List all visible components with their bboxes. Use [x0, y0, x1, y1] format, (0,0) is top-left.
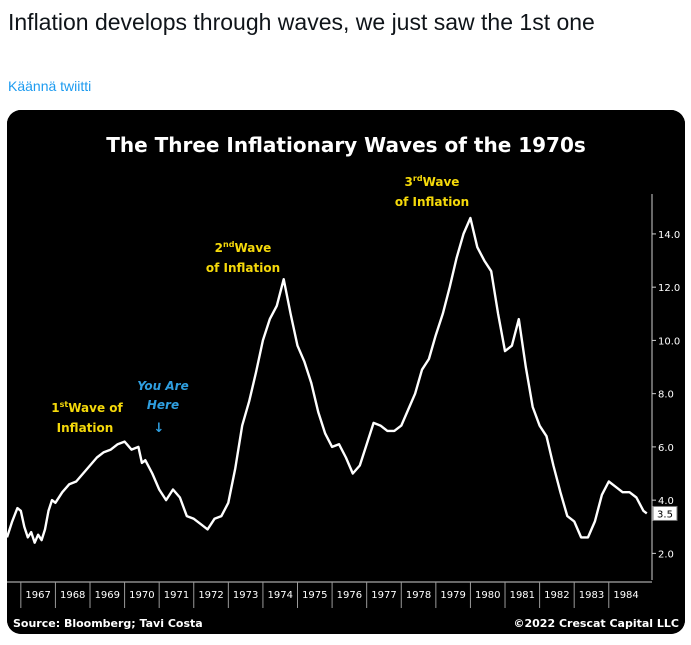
y-tick-label: 12.0 — [658, 283, 680, 294]
x-tick-label: 1976 — [337, 590, 362, 601]
chart-copyright: ©2022 Crescat Capital LLC — [514, 617, 680, 630]
y-tick-label: 6.0 — [658, 443, 674, 454]
chart-background — [7, 110, 685, 634]
x-tick-label: 1972 — [198, 590, 223, 601]
x-tick-label: 1971 — [164, 590, 189, 601]
x-tick-label: 1967 — [25, 590, 50, 601]
x-tick-label: 1978 — [406, 590, 431, 601]
tweet-media-chart[interactable]: The Three Inflationary Waves of the 1970… — [7, 110, 685, 634]
annotation-second-wave-line1: 2ndWave — [215, 240, 272, 255]
y-tick-label: 10.0 — [658, 336, 680, 347]
last-value-label: 3.5 — [657, 509, 673, 520]
x-tick-label: 1977 — [371, 590, 396, 601]
tweet-text: Inflation develops through waves, we jus… — [8, 9, 595, 35]
x-tick-label: 1984 — [613, 590, 638, 601]
series-line-cpi — [7, 216, 648, 544]
annotation-arrow-down-icon: ↓ — [154, 421, 165, 436]
first-wave-rest: Wave of — [68, 401, 123, 415]
translate-tweet-link[interactable]: Käännä twiitti — [8, 78, 92, 94]
y-tick-label: 4.0 — [658, 496, 674, 507]
x-tick-label: 1980 — [475, 590, 500, 601]
annotation-you-are-here-line1: You Are — [137, 379, 188, 393]
chart-source: Source: Bloomberg; Tavi Costa — [13, 617, 203, 630]
x-tick-label: 1968 — [60, 590, 85, 601]
annotation-third-wave-line2: of Inflation — [395, 195, 469, 209]
inflation-waves-chart: The Three Inflationary Waves of the 1970… — [7, 110, 685, 634]
annotation-first-wave-line2: Inflation — [57, 421, 114, 435]
annotation-first-wave-line1: 1stWave of — [51, 400, 123, 415]
x-tick-label: 1979 — [440, 590, 465, 601]
annotation-you-are-here-line2: Here — [147, 398, 179, 412]
y-tick-label: 8.0 — [658, 390, 674, 401]
y-tick-label: 14.0 — [658, 230, 680, 241]
x-tick-label: 1983 — [579, 590, 604, 601]
annotation-second-wave-line2: of Inflation — [206, 261, 280, 275]
annotation-third-wave-line1: 3rdWave — [405, 174, 460, 189]
x-tick-label: 1975 — [302, 590, 327, 601]
x-tick-label: 1982 — [544, 590, 569, 601]
x-tick-label: 1969 — [95, 590, 120, 601]
last-value-box — [652, 505, 678, 521]
y-tick-label: 2.0 — [658, 549, 674, 560]
x-tick-label: 1981 — [510, 590, 535, 601]
x-tick-label: 1974 — [267, 590, 292, 601]
chart-title: The Three Inflationary Waves of the 1970… — [106, 133, 586, 157]
x-tick-label: 1973 — [233, 590, 258, 601]
x-tick-label: 1970 — [129, 590, 154, 601]
